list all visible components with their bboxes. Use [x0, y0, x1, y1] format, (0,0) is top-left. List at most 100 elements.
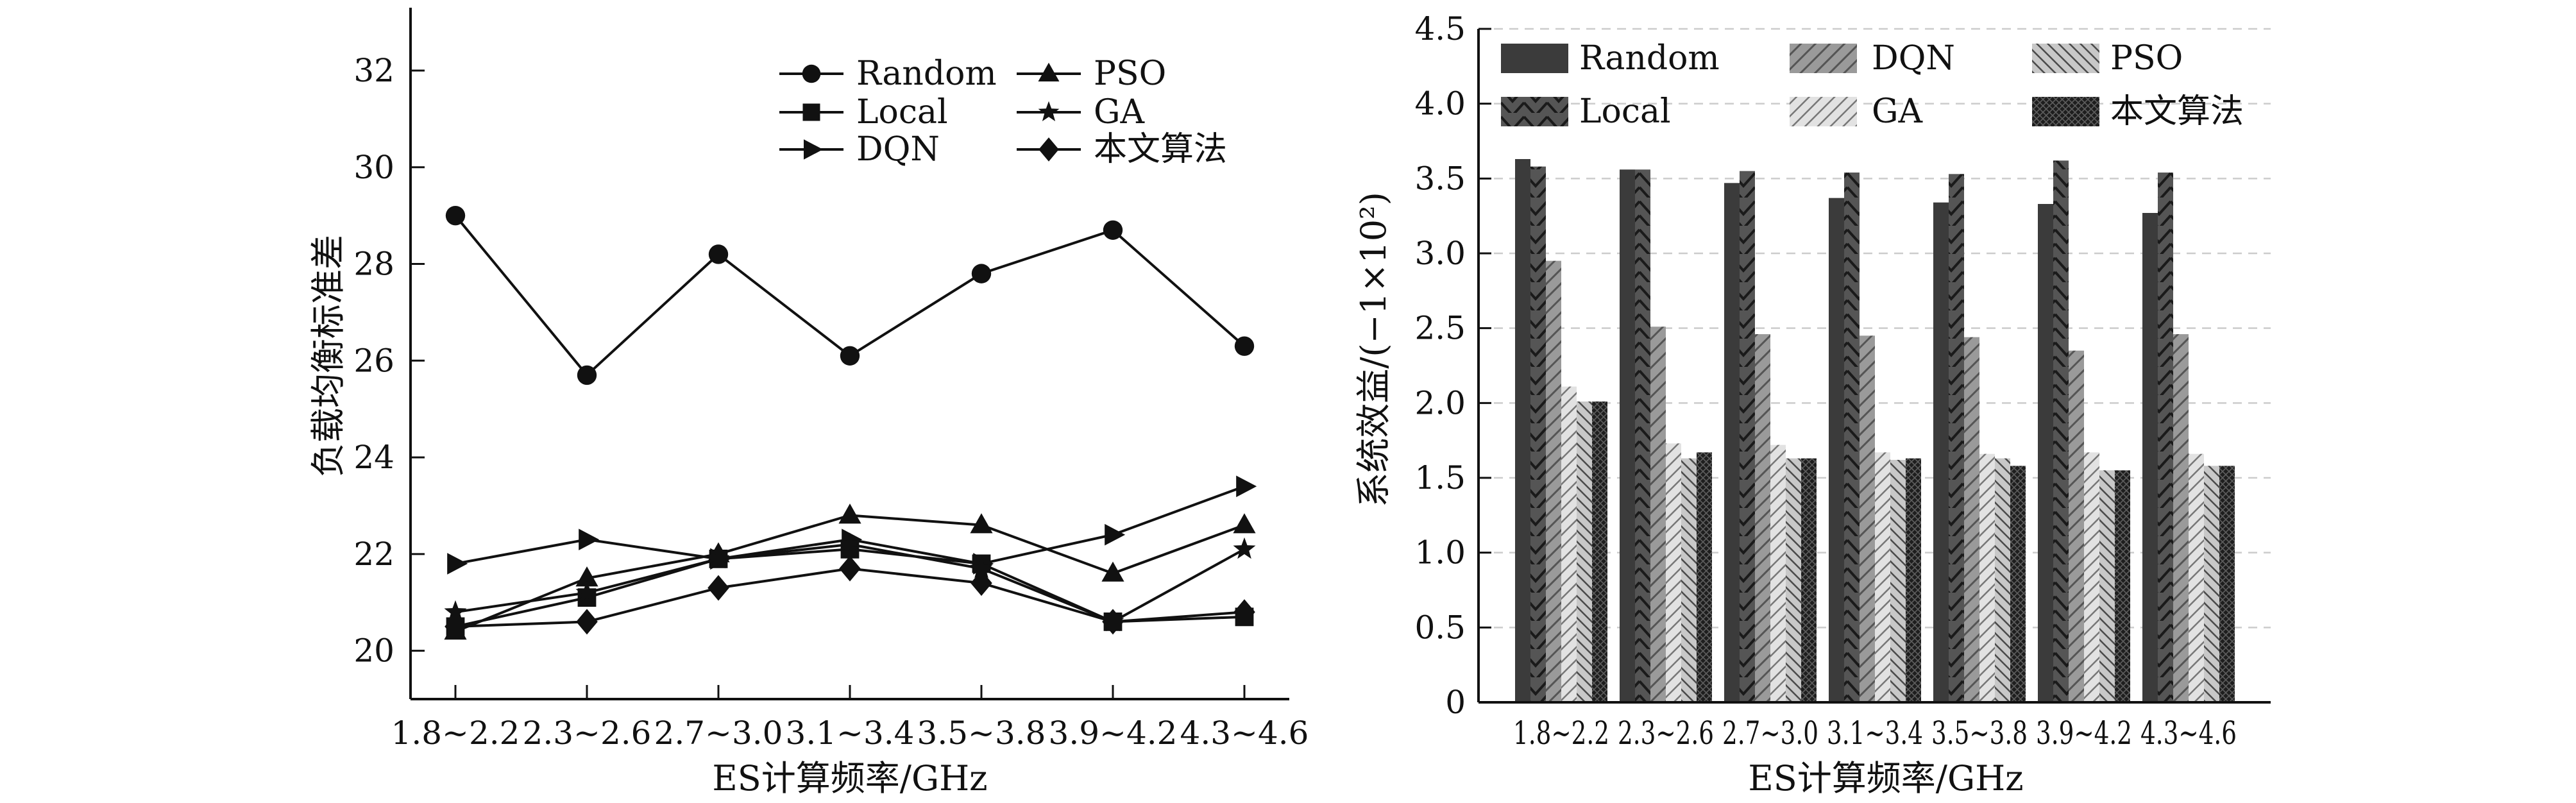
bar-chart-grid: [1479, 28, 2271, 629]
bar-proposed: [2219, 466, 2235, 702]
bar-chart-x-ticks: 1.8~2.2 2.3~2.6 2.7~3.0 3.1~3.4 3.5~3.8 3.9~4…: [1513, 714, 2237, 752]
point-proposed: [1102, 609, 1124, 635]
point-ga: [970, 557, 993, 579]
bar-pso: [1786, 458, 1801, 702]
bar-proposed: [1592, 402, 1607, 702]
bar-chart-legend: Random Local DQN GA PSO 本文算法: [1501, 39, 2244, 131]
legend-label-ga: GA: [1872, 92, 1924, 131]
bar-local: [1949, 174, 1964, 702]
bar-random: [1724, 183, 1740, 702]
legend-marker-dqn: [804, 139, 823, 160]
line-chart-y-ticks: 20 22 24 26 28 30 32: [353, 52, 425, 670]
bar-chart-y-tick-label: 2.5: [1414, 310, 1466, 347]
bar-dqn: [1650, 326, 1666, 702]
legend-swatch-local: [1501, 97, 1568, 126]
line-chart-y-tick-label: 24: [353, 439, 394, 476]
bar-chart-x-tick-label: 3.1~3.4: [1827, 714, 1923, 752]
line-chart-x-axis-label: ES计算频率/GHz: [712, 758, 987, 799]
bar-ga: [2084, 452, 2099, 702]
bar-pso: [2204, 466, 2219, 702]
point-dqn: [1105, 523, 1126, 546]
bar-chart-y-tick-label: 4.5: [1414, 10, 1466, 47]
bar-pso: [1681, 458, 1697, 702]
bar-chart-y-tick-label: 0.5: [1414, 609, 1466, 646]
line-chart-y-tick-label: 22: [353, 536, 394, 573]
point-ga: [707, 547, 730, 569]
bar-proposed: [2115, 470, 2130, 702]
legend-label-proposed: 本文算法: [2110, 92, 2244, 131]
point-proposed: [970, 570, 992, 596]
bar-random: [2038, 204, 2053, 702]
bar-group-5: [2038, 160, 2130, 703]
bar-local: [1530, 166, 1546, 703]
bar-proposed: [2010, 466, 2026, 702]
bar-ga: [1770, 444, 1786, 702]
line-chart-y-tick-label: 26: [353, 342, 394, 379]
legend-item-proposed: 本文算法: [1017, 130, 1227, 169]
legend-item-proposed: 本文算法: [2032, 92, 2244, 131]
legend-label-random: Random: [856, 55, 997, 93]
bar-pso: [1890, 460, 1906, 702]
bar-chart-x-tick-label: 1.8~2.2: [1513, 714, 1609, 752]
point-random: [1103, 220, 1123, 240]
bar-chart-y-tick-label: 1.0: [1414, 534, 1466, 571]
legend-label-proposed: 本文算法: [1094, 130, 1227, 169]
point-pso: [1101, 561, 1124, 582]
bar-ga: [1666, 443, 1681, 702]
line-chart-y-tick-label: 20: [353, 632, 394, 670]
bar-chart-y-tick-label: 1.5: [1414, 459, 1466, 496]
legend-label-local: Local: [856, 93, 948, 131]
point-pso: [970, 513, 993, 534]
line-chart-x-tick-label: 3.9~4.2: [1049, 714, 1178, 752]
legend-swatch-ga: [1790, 97, 1857, 126]
point-proposed: [1233, 599, 1255, 625]
bar-chart-y-tick-label: 2.0: [1414, 384, 1466, 421]
bar-chart-y-tick-label: 3.0: [1414, 235, 1466, 272]
bar-proposed: [1906, 458, 1921, 702]
point-ga: [444, 600, 467, 622]
legend-marker-pso: [1038, 62, 1060, 81]
bar-group-3: [1829, 173, 1921, 703]
bar-group-6: [2142, 173, 2235, 702]
bar-ga: [1875, 452, 1890, 702]
legend-item-pso: PSO: [1017, 55, 1166, 93]
bar-chart-x-tick-label: 4.3~4.6: [2140, 714, 2237, 752]
bar-chart-y-tick-label: 3.5: [1414, 160, 1466, 197]
point-ga: [575, 580, 598, 602]
line-chart-x-tick-label: 3.5~3.8: [917, 714, 1046, 752]
bar-random: [1620, 169, 1635, 702]
bar-dqn: [1546, 260, 1561, 703]
point-dqn: [447, 553, 468, 575]
point-pso: [838, 503, 861, 524]
point-random: [577, 365, 597, 385]
bar-chart-bars: [1515, 159, 2235, 703]
legend-marker-random: [802, 64, 821, 83]
legend-marker-ga: [1038, 101, 1060, 121]
line-series-random: [445, 205, 1255, 385]
point-random: [445, 205, 466, 226]
point-ga: [1233, 537, 1256, 559]
bar-local: [2053, 160, 2069, 703]
line-chart-y-tick-label: 32: [353, 52, 394, 89]
line-chart-x-tick-label: 2.7~3.0: [654, 714, 783, 752]
line-series-proposed: [445, 555, 1255, 639]
legend-swatch-proposed: [2032, 97, 2099, 126]
bar-proposed: [1697, 452, 1712, 702]
bar-random: [2142, 213, 2158, 702]
legend-item-local: Local: [1501, 92, 1671, 131]
legend-item-pso: PSO: [2032, 39, 2183, 78]
point-random: [708, 244, 729, 264]
bar-chart-axes: [1477, 29, 2271, 704]
bar-local: [2158, 173, 2173, 702]
bar-ga: [1561, 386, 1577, 702]
line-chart-x-tick-label: 1.8~2.2: [391, 714, 520, 752]
legend-item-dqn: DQN: [1790, 39, 1955, 78]
bar-group-1: [1620, 169, 1712, 702]
legend-swatch-dqn: [1790, 44, 1857, 73]
bar-dqn: [1860, 335, 1875, 702]
bar-ga: [1979, 453, 1995, 702]
bar-dqn: [1755, 334, 1770, 702]
legend-swatch-pso: [2032, 44, 2099, 73]
legend-label-dqn: DQN: [856, 130, 940, 169]
legend-item-ga: GA: [1017, 93, 1146, 131]
